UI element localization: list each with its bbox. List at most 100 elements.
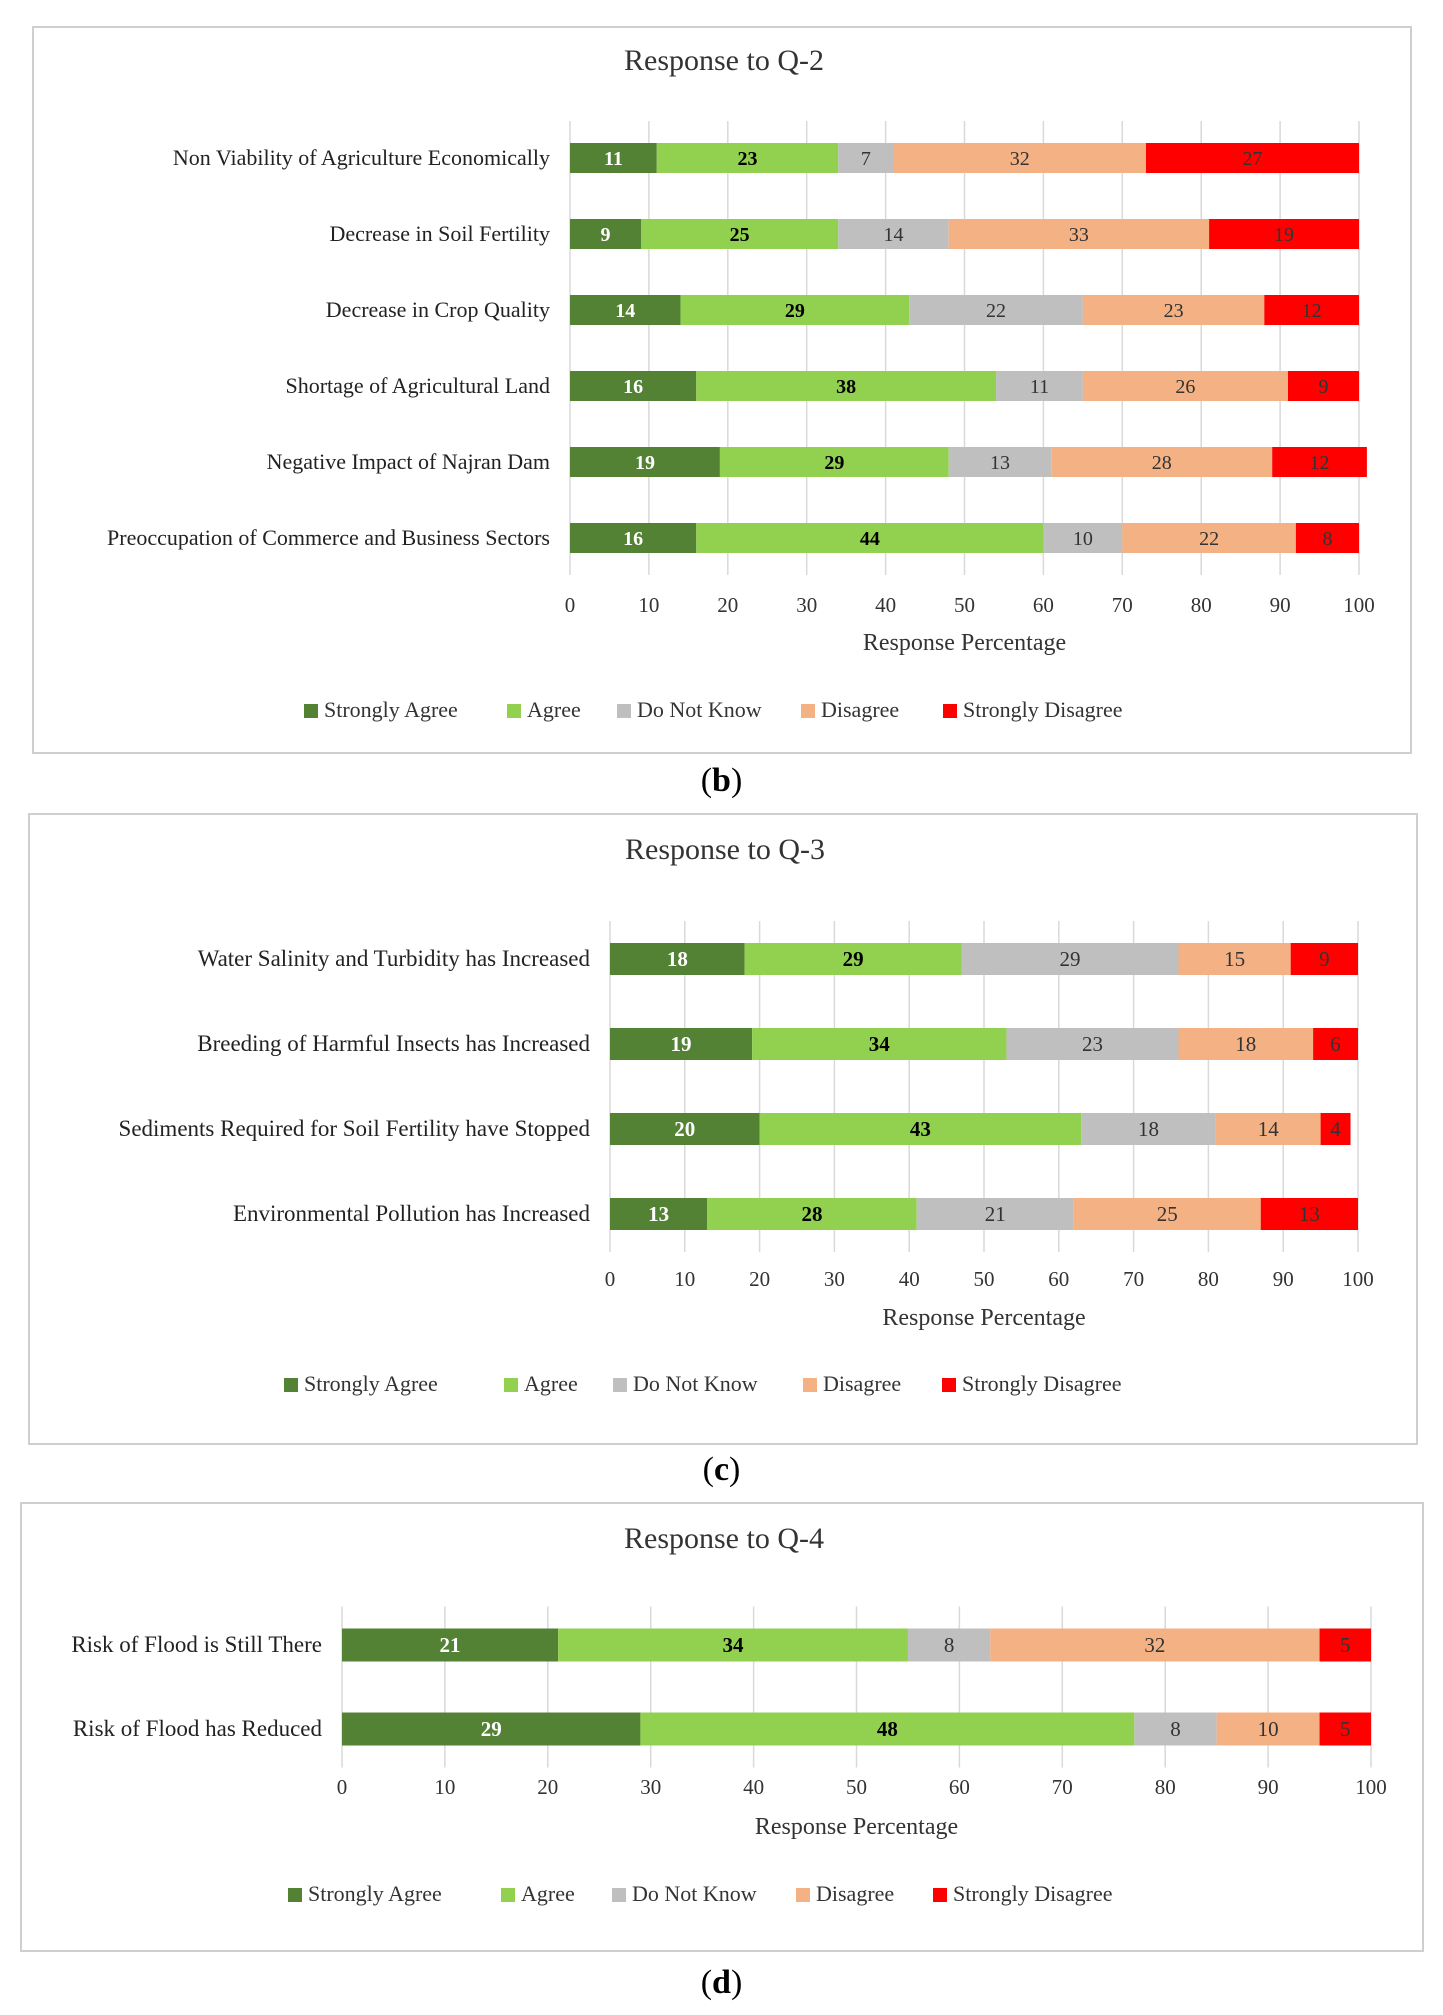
legend-swatch-strongly-disagree — [943, 704, 957, 718]
data-label: 8 — [1170, 1717, 1181, 1741]
x-tick-label: 60 — [1048, 1267, 1069, 1291]
data-label: 8 — [1322, 528, 1332, 550]
bar-strongly-agree — [570, 295, 681, 325]
category-label: Decrease in Crop Quality — [326, 297, 550, 322]
legend-swatch-strongly-agree — [288, 1888, 302, 1902]
x-tick-label: 90 — [1273, 1267, 1294, 1291]
bar-disagree — [1082, 371, 1288, 401]
data-label: 29 — [1060, 947, 1081, 971]
chart-panel-q4: Response to Q-4 0 10 20 30 40 50 60 70 80 90 100 Ris… — [20, 1502, 1424, 1952]
legend-swatch-disagree — [803, 1378, 817, 1392]
legend-swatch-do-not-know — [612, 1888, 626, 1902]
bar-do-not-know — [907, 1628, 991, 1662]
x-axis-label: Response Percentage — [863, 630, 1066, 656]
bar-do-not-know — [948, 447, 1052, 477]
bar-agree — [759, 1113, 1082, 1145]
category-label: Risk of Flood is Still There — [71, 1632, 322, 1657]
data-label: 38 — [836, 376, 856, 398]
data-label: 21 — [985, 1202, 1006, 1226]
legend-swatch-agree — [501, 1888, 515, 1902]
legend-label: Strongly Agree — [324, 697, 458, 722]
data-label: 18 — [1138, 1117, 1159, 1141]
data-label: 14 — [883, 224, 903, 246]
bar-disagree — [1082, 295, 1265, 325]
legend-label: Strongly Disagree — [953, 1881, 1112, 1906]
bar-agree — [656, 143, 839, 173]
data-label: 22 — [986, 300, 1006, 322]
legend-label: Agree — [524, 1371, 578, 1396]
bar-do-not-know — [1134, 1712, 1217, 1746]
bar-agree — [641, 219, 839, 249]
x-tick-label: 80 — [1198, 1267, 1219, 1291]
data-label: 29 — [824, 452, 844, 474]
bar-strongly-agree — [610, 1028, 753, 1060]
panel-caption-letter: d — [712, 1964, 731, 2001]
bar-do-not-know — [838, 143, 894, 173]
bar-disagree — [893, 143, 1146, 173]
legend-label: Strongly Disagree — [963, 697, 1122, 722]
data-label: 9 — [601, 224, 611, 246]
legend-swatch-strongly-agree — [284, 1378, 298, 1392]
bar-strongly-disagree — [1145, 143, 1359, 173]
bar-agree — [696, 371, 997, 401]
bar-strongly-agree — [570, 143, 657, 173]
legend-label: Do Not Know — [633, 1371, 758, 1396]
bar-strongly-agree — [610, 1113, 760, 1145]
legend-label: Strongly Agree — [304, 1371, 438, 1396]
x-tick-label: 30 — [796, 593, 817, 617]
data-label: 26 — [1175, 376, 1195, 398]
bar-agree — [680, 295, 910, 325]
x-tick-label: 0 — [605, 1267, 616, 1291]
x-tick-label: 0 — [337, 1775, 348, 1799]
data-label: 10 — [1258, 1717, 1279, 1741]
chart-title: Response to Q-2 — [624, 44, 824, 77]
legend-swatch-agree — [507, 704, 521, 718]
bar-disagree — [948, 219, 1210, 249]
data-label: 16 — [623, 376, 643, 398]
data-label: 15 — [1224, 947, 1245, 971]
panel-caption-letter: b — [712, 762, 731, 799]
category-label: Risk of Flood has Reduced — [73, 1716, 323, 1741]
bar-disagree — [1216, 1712, 1320, 1746]
panel-caption-letter: c — [713, 1451, 730, 1488]
bar-disagree — [1051, 447, 1273, 477]
data-label: 19 — [671, 1032, 692, 1056]
bar-do-not-know — [1081, 1113, 1216, 1145]
x-tick-label: 10 — [638, 593, 659, 617]
x-tick-label: 40 — [899, 1267, 920, 1291]
bar-strongly-agree — [342, 1628, 559, 1662]
legend-label: Agree — [521, 1881, 575, 1906]
bar-agree — [640, 1712, 1135, 1746]
data-label: 14 — [615, 300, 635, 322]
x-tick-label: 30 — [640, 1775, 661, 1799]
bar-disagree — [1215, 1113, 1321, 1145]
bar-do-not-know — [961, 943, 1179, 975]
x-tick-label: 70 — [1052, 1775, 1073, 1799]
bar-agree — [707, 1198, 917, 1230]
chart-panel-q2: Response to Q-2 0 10 20 30 40 50 60 70 80 90 100 Non… — [32, 26, 1412, 754]
data-label: 4 — [1330, 1117, 1341, 1141]
data-label: 13 — [1299, 1202, 1320, 1226]
chart-panel-q3: Response to Q-3 0 10 20 30 40 50 60 70 80 90 100 Wat… — [28, 813, 1418, 1445]
data-label: 28 — [1152, 452, 1172, 474]
category-label: Non Viability of Agriculture Economicall… — [173, 145, 550, 170]
data-label: 33 — [1069, 224, 1089, 246]
data-label: 29 — [843, 947, 864, 971]
x-tick-label: 90 — [1258, 1775, 1279, 1799]
legend-swatch-disagree — [796, 1888, 810, 1902]
data-label: 29 — [481, 1717, 502, 1741]
x-tick-label: 0 — [565, 593, 576, 617]
x-tick-label: 90 — [1270, 593, 1291, 617]
data-label: 25 — [730, 224, 750, 246]
legend-swatch-strongly-disagree — [933, 1888, 947, 1902]
bar-strongly-disagree — [1319, 1712, 1371, 1746]
chart-title: Response to Q-4 — [624, 1522, 824, 1555]
legend-swatch-disagree — [801, 704, 815, 718]
bar-strongly-disagree — [1260, 1198, 1358, 1230]
bar-agree — [696, 523, 1044, 553]
bar-do-not-know — [909, 295, 1083, 325]
data-label: 13 — [990, 452, 1010, 474]
data-label: 18 — [667, 947, 688, 971]
bar-strongly-disagree — [1319, 1628, 1371, 1662]
data-label: 18 — [1235, 1032, 1256, 1056]
